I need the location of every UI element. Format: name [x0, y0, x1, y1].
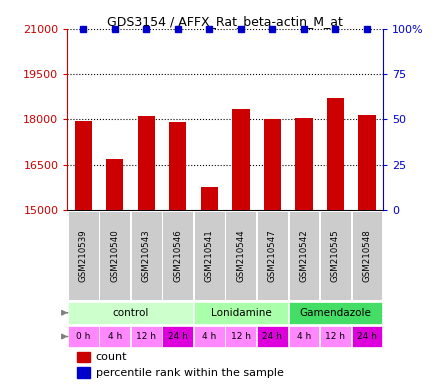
- FancyBboxPatch shape: [131, 211, 161, 300]
- Text: Lonidamine: Lonidamine: [210, 308, 271, 318]
- Text: 24 h: 24 h: [168, 332, 187, 341]
- Bar: [326, 98, 343, 210]
- FancyBboxPatch shape: [319, 211, 350, 300]
- Text: GSM210544: GSM210544: [236, 229, 245, 282]
- FancyBboxPatch shape: [99, 211, 130, 300]
- FancyBboxPatch shape: [351, 211, 381, 300]
- FancyBboxPatch shape: [225, 326, 256, 348]
- FancyBboxPatch shape: [288, 302, 381, 324]
- FancyBboxPatch shape: [288, 211, 319, 300]
- FancyBboxPatch shape: [68, 326, 99, 348]
- Text: GSM210542: GSM210542: [299, 229, 308, 282]
- FancyBboxPatch shape: [288, 326, 319, 348]
- Bar: [358, 115, 375, 210]
- Text: 12 h: 12 h: [325, 332, 345, 341]
- FancyBboxPatch shape: [256, 326, 287, 348]
- Bar: [169, 122, 186, 210]
- FancyBboxPatch shape: [319, 326, 350, 348]
- Text: 0 h: 0 h: [76, 332, 90, 341]
- FancyBboxPatch shape: [162, 326, 193, 348]
- FancyBboxPatch shape: [194, 211, 224, 300]
- Text: 12 h: 12 h: [230, 332, 250, 341]
- Text: GSM210543: GSM210543: [141, 229, 151, 282]
- Text: 4 h: 4 h: [202, 332, 216, 341]
- Text: GSM210547: GSM210547: [267, 229, 276, 282]
- Text: 24 h: 24 h: [356, 332, 376, 341]
- Text: GSM210546: GSM210546: [173, 229, 182, 282]
- FancyBboxPatch shape: [68, 211, 99, 300]
- Text: 12 h: 12 h: [136, 332, 156, 341]
- Bar: [77, 352, 89, 362]
- Bar: [106, 159, 123, 210]
- Text: GSM210541: GSM210541: [204, 229, 214, 282]
- Text: 24 h: 24 h: [262, 332, 282, 341]
- Bar: [263, 119, 280, 210]
- Text: Gamendazole: Gamendazole: [299, 308, 371, 318]
- Text: 4 h: 4 h: [107, 332, 122, 341]
- Bar: [232, 109, 249, 210]
- FancyBboxPatch shape: [351, 326, 381, 348]
- Text: 4 h: 4 h: [296, 332, 310, 341]
- Bar: [74, 121, 92, 210]
- FancyBboxPatch shape: [68, 302, 193, 324]
- Text: GSM210540: GSM210540: [110, 229, 119, 282]
- Text: GSM210545: GSM210545: [330, 229, 339, 282]
- Text: count: count: [95, 352, 127, 362]
- Text: percentile rank within the sample: percentile rank within the sample: [95, 367, 283, 377]
- FancyBboxPatch shape: [225, 211, 256, 300]
- Text: GSM210548: GSM210548: [362, 229, 371, 282]
- Text: GSM210539: GSM210539: [79, 229, 88, 282]
- Bar: [200, 187, 217, 210]
- Bar: [77, 367, 89, 377]
- FancyBboxPatch shape: [194, 302, 287, 324]
- FancyBboxPatch shape: [256, 211, 287, 300]
- FancyBboxPatch shape: [194, 326, 224, 348]
- FancyBboxPatch shape: [162, 211, 193, 300]
- Bar: [295, 118, 312, 210]
- Text: control: control: [112, 308, 148, 318]
- FancyBboxPatch shape: [99, 326, 130, 348]
- Bar: [137, 116, 155, 210]
- FancyBboxPatch shape: [131, 326, 161, 348]
- Title: GDS3154 / AFFX_Rat_beta-actin_M_at: GDS3154 / AFFX_Rat_beta-actin_M_at: [107, 15, 342, 28]
